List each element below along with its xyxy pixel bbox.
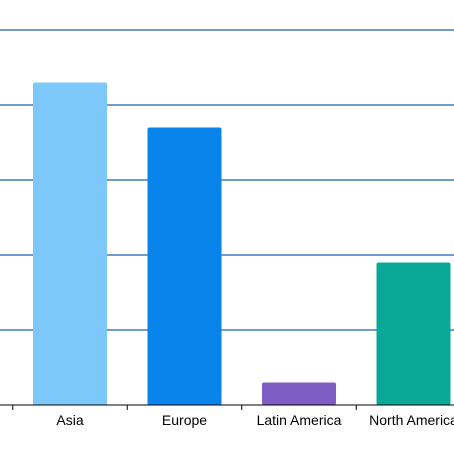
bar-europe [147,127,222,405]
x-tick-label-europe: Europe [162,412,207,428]
bar-asia [33,82,107,405]
bar-latin-america [262,382,336,405]
x-tick-label-latin-america: Latin America [257,412,342,428]
x-tick-labels: Asia Europe Latin America North America [56,412,454,428]
x-ticks [12,405,357,410]
x-tick-label-north-america: North America [369,412,454,428]
bar-north-america [376,262,451,405]
x-tick-label-asia: Asia [56,412,83,428]
bars [33,82,451,405]
